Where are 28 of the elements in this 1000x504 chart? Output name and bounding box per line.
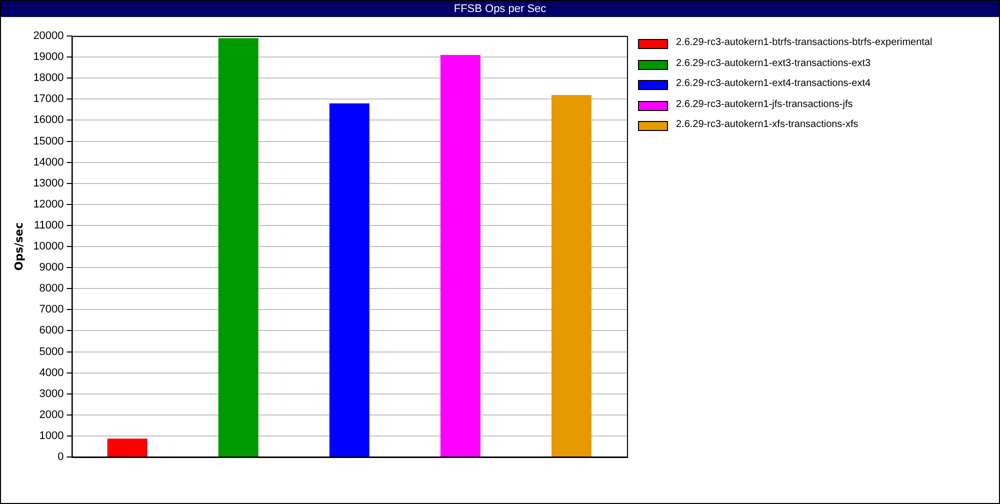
y-tick-label: 7000: [39, 304, 64, 316]
y-tick-label: 13000: [33, 177, 64, 190]
y-tick-label: 1000: [39, 430, 64, 442]
y-tick-label: 6000: [39, 324, 64, 337]
y-tick-label: 12000: [33, 198, 64, 210]
y-axis-title: Ops/sec: [12, 222, 26, 271]
legend-label: 2.6.29-rc3-autokern1-ext4-transactions-ext4: [676, 78, 871, 89]
legend-label: 2.6.29-rc3-autokern1-jfs-transactions-jfs: [676, 98, 853, 110]
y-tick-label: 15000: [33, 135, 64, 148]
chart-title: FFSB Ops per Sec: [1, 1, 999, 17]
legend-label: 2.6.29-rc3-autokern1-ext3-transactions-ext3: [676, 58, 871, 68]
y-tick-label: 4000: [39, 366, 64, 379]
y-tick-label: 20000: [33, 30, 64, 42]
y-tick-label: 0: [58, 451, 64, 464]
y-tick-label: 16000: [33, 114, 64, 126]
y-tick-label: 8000: [39, 282, 64, 295]
y-tick-label: 11000: [34, 219, 64, 232]
y-tick-label: 17000: [33, 93, 64, 106]
legend-label: 2.6.29-rc3-autokern1-btrfs-transactions-btrfs-experimental: [676, 37, 932, 48]
y-tick-label: 10000: [33, 240, 64, 253]
y-tick-label: 18000: [33, 72, 64, 84]
y-tick-label: 3000: [39, 388, 64, 400]
y-tick-label: 19000: [33, 51, 64, 64]
y-tick-label: 9000: [39, 262, 64, 274]
y-tick-label: 5000: [39, 346, 64, 358]
y-tick-label: 2000: [39, 408, 64, 421]
legend-label: 2.6.29-rc3-autokern1-xfs-transactions-xfs: [676, 119, 858, 130]
y-tick-label: 14000: [33, 156, 64, 168]
